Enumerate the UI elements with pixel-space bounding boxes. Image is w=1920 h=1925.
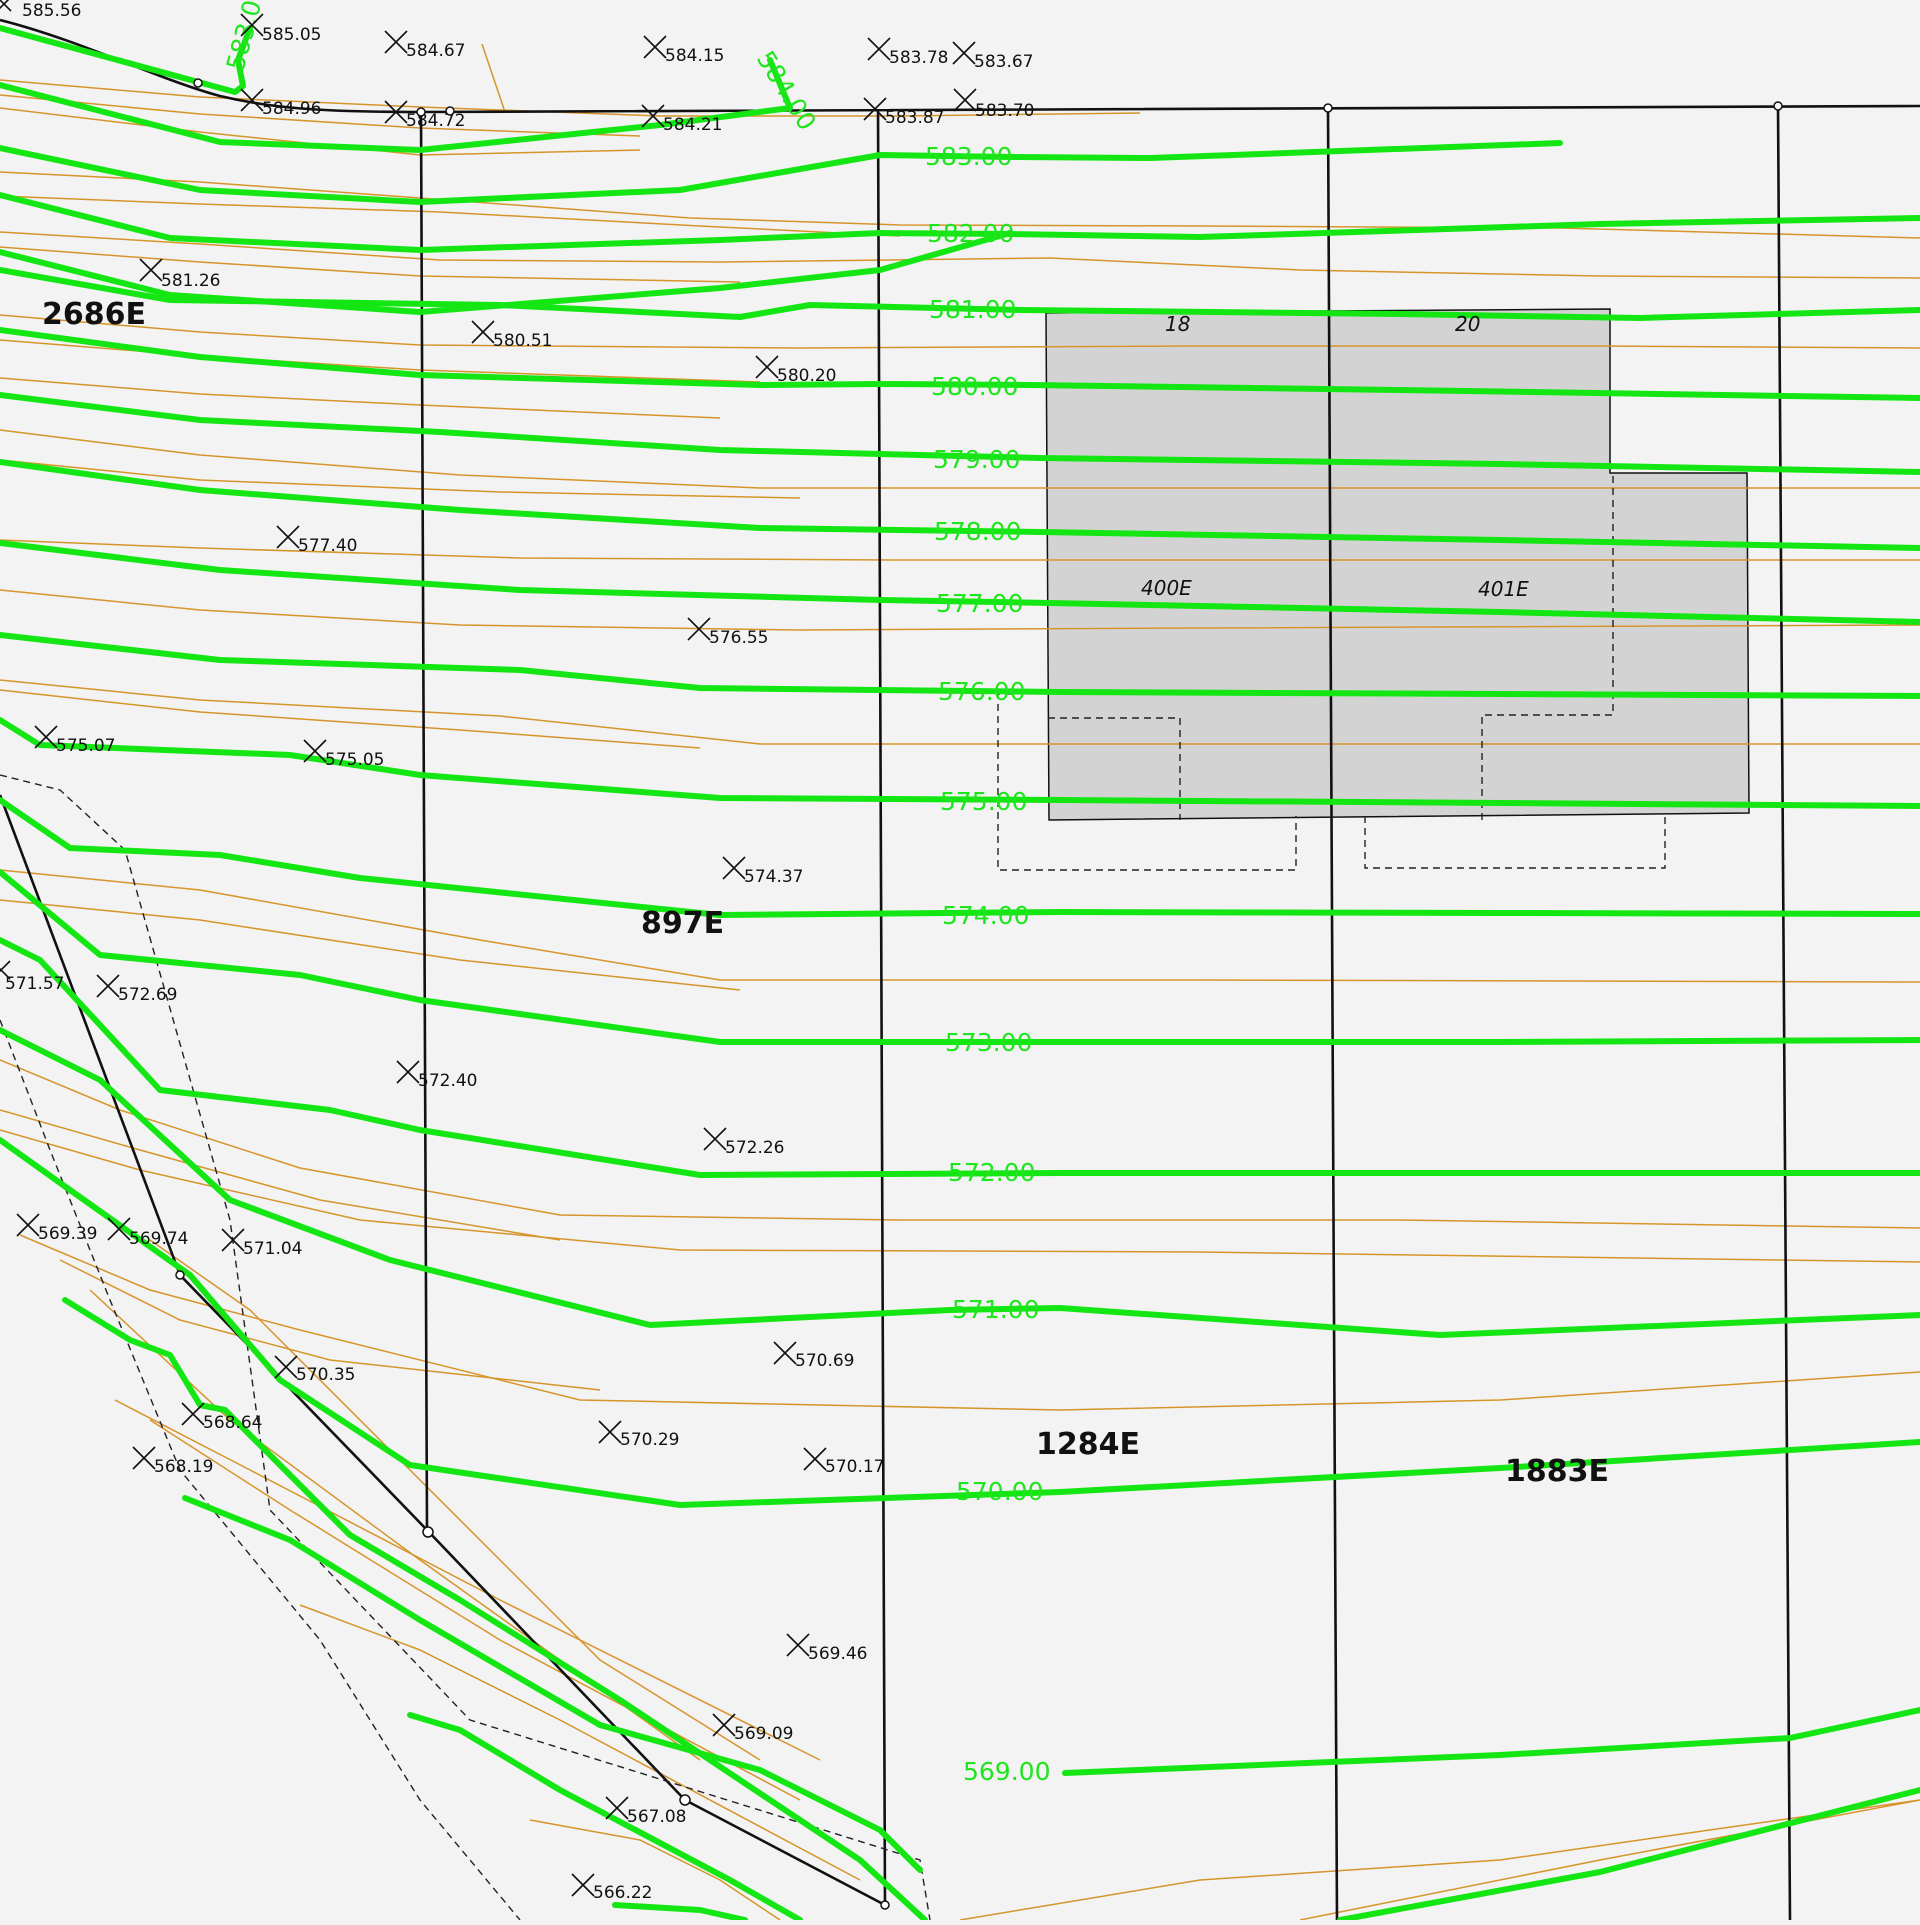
contour-label: 580.00 — [931, 372, 1018, 401]
parcel-label[interactable]: 897E — [641, 906, 724, 941]
spot-elevation: 572.69 — [118, 985, 177, 1005]
contour-label: 572.00 — [948, 1158, 1035, 1187]
spot-elevation: 575.07 — [56, 736, 115, 756]
spot-elevation: 580.51 — [493, 331, 552, 351]
spot-elevation: 583.70 — [975, 101, 1034, 121]
spot-elevation: 569.09 — [734, 1724, 793, 1744]
spot-elevation: 570.29 — [620, 1430, 679, 1450]
contour-label: 581.00 — [929, 295, 1016, 324]
spot-elevation: 576.55 — [709, 628, 768, 648]
contour-labels: 584.00 583.00 582.00 581.00 580.00 579.0… — [221, 0, 1051, 1786]
minor-contours — [0, 43, 1920, 1921]
spot-elevation: 572.26 — [725, 1138, 784, 1158]
spot-elevation: 570.69 — [795, 1351, 854, 1371]
contour-label: 578.00 — [934, 517, 1021, 546]
spot-elevation: 583.78 — [889, 48, 948, 68]
contour-label: 583.00 — [925, 142, 1012, 171]
spot-elevation: 581.26 — [161, 271, 220, 291]
spot-elevation: 584.96 — [262, 99, 321, 119]
spot-elevation: 570.17 — [825, 1457, 884, 1477]
spot-elevation: 569.39 — [38, 1224, 97, 1244]
spot-elevation: 584.15 — [665, 46, 724, 66]
spot-elevation: 575.05 — [325, 750, 384, 770]
major-contours — [0, 25, 1920, 1923]
parcel-labels: 2686E 897E 1284E 1883E — [42, 297, 1609, 1489]
spot-elevations: 585.56 585.05 584.67 584.15 583.78 583.6… — [5, 1, 1034, 1903]
spot-elevation: 574.37 — [744, 867, 803, 887]
spot-elevation: 568.64 — [203, 1413, 262, 1433]
spot-elevation: 567.08 — [627, 1807, 686, 1827]
lot-lines — [0, 18, 1920, 1921]
contour-label: 571.00 — [952, 1295, 1039, 1324]
spot-elevation: 568.19 — [154, 1457, 213, 1477]
spot-markers — [0, 0, 977, 1897]
spot-elevation: 569.46 — [808, 1644, 867, 1664]
spot-elevation: 584.72 — [406, 111, 465, 131]
spot-elevation: 584.67 — [406, 41, 465, 61]
contour-label: 579.00 — [933, 445, 1020, 474]
parcel-label[interactable]: 1284E — [1036, 1427, 1140, 1462]
spot-elevation: 569.74 — [129, 1229, 188, 1249]
spot-elevation: 571.57 — [5, 974, 64, 994]
spot-elevation: 584.21 — [663, 115, 722, 135]
spot-elevation: 570.35 — [296, 1365, 355, 1385]
lot-number: 18 — [1165, 312, 1190, 336]
spot-elevation: 585.05 — [262, 25, 321, 45]
dashed-outlines — [0, 475, 1666, 1921]
unit-label: 400E — [1141, 576, 1192, 600]
lot-number: 20 — [1455, 312, 1480, 336]
unit-label: 401E — [1478, 577, 1529, 601]
contour-label: 575.00 — [940, 787, 1027, 816]
contour-label: 576.00 — [938, 677, 1025, 706]
contour-label: 582.00 — [927, 219, 1014, 248]
spot-elevation: 583.87 — [885, 108, 944, 128]
contour-label: 584.00 — [751, 46, 822, 136]
spot-elevation: 585.56 — [22, 1, 81, 21]
parcel-label[interactable]: 1883E — [1505, 1454, 1609, 1489]
spot-elevation: 566.22 — [593, 1883, 652, 1903]
building-labels: 18 20 400E 401E — [1141, 312, 1529, 601]
parcel-label[interactable]: 2686E — [42, 297, 146, 332]
contour-label: 574.00 — [942, 901, 1029, 930]
spot-elevation: 571.04 — [243, 1239, 302, 1259]
spot-elevation: 580.20 — [777, 366, 836, 386]
spot-elevation: 577.40 — [298, 536, 357, 556]
contour-label: 573.00 — [945, 1028, 1032, 1057]
lot-nodes — [175, 78, 1783, 1910]
spot-elevation: 583.67 — [974, 52, 1033, 72]
contour-label: 570.00 — [956, 1477, 1043, 1506]
spot-elevation: 572.40 — [418, 1071, 477, 1091]
contour-label: 577.00 — [936, 589, 1023, 618]
contour-label: 569.00 — [963, 1757, 1050, 1786]
